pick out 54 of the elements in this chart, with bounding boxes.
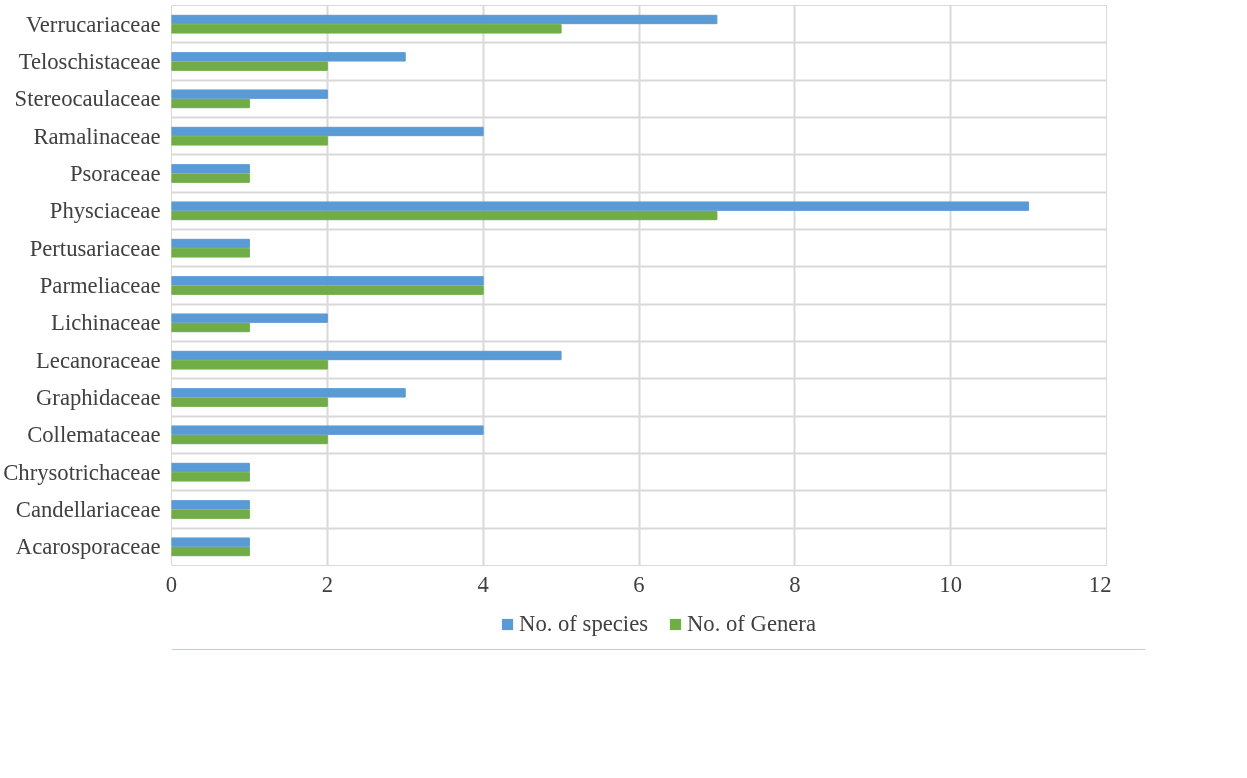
bar <box>171 173 250 183</box>
x-tick-label: 2 <box>321 571 333 597</box>
bar <box>171 52 406 62</box>
bar <box>171 276 484 286</box>
bar <box>171 164 250 174</box>
bar <box>171 238 250 249</box>
bar <box>171 285 484 295</box>
bar <box>171 546 250 557</box>
y-tick-label: Pertusariaceae <box>29 235 161 261</box>
x-tick-label: 0 <box>165 571 178 597</box>
bar <box>171 397 328 407</box>
bar <box>171 500 250 510</box>
y-tick-label: Physciaceae <box>49 198 161 224</box>
bar <box>171 425 484 435</box>
y-tick-label: Candellariaceae <box>15 497 161 522</box>
x-tick-label: 6 <box>633 571 645 597</box>
bar <box>171 14 718 25</box>
y-tick-label: Stereocaulaceae <box>14 86 161 112</box>
bar <box>171 98 250 109</box>
y-tick-label: Chrysotrichaceae <box>3 459 161 485</box>
bar <box>171 472 250 482</box>
x-tick-label: 10 <box>939 571 962 597</box>
bar <box>171 388 406 398</box>
y-tick-label: Psoraceae <box>69 161 161 186</box>
y-tick-label: Ramalinaceae <box>33 123 161 149</box>
y-tick-label: Collemataceae <box>27 422 161 448</box>
bar <box>171 434 328 445</box>
bar <box>171 126 484 137</box>
y-tick-label: Parmeliaceae <box>39 273 161 298</box>
bar <box>171 350 562 361</box>
y-tick-label: Lecanoraceae <box>36 347 161 373</box>
bar <box>171 89 328 99</box>
y-tick-label: Acarosporaceae <box>15 534 161 560</box>
x-tick-label: 8 <box>789 571 801 597</box>
bar <box>171 210 718 221</box>
bar <box>171 537 250 547</box>
y-tick-label: Verrucariaceae <box>25 11 161 37</box>
bar <box>171 136 328 146</box>
y-tick-label: Graphidaceae <box>35 385 161 410</box>
bar <box>171 322 250 333</box>
legend-label: No. of species <box>519 611 649 637</box>
bar <box>171 61 328 71</box>
bar <box>171 509 250 519</box>
bar <box>171 462 250 473</box>
bar <box>171 24 562 34</box>
bar <box>171 360 328 370</box>
legend-label: No. of Genera <box>687 611 816 637</box>
bar <box>171 248 250 258</box>
x-tick-label: 12 <box>1088 571 1112 597</box>
x-tick-label: 4 <box>477 571 489 597</box>
y-tick-label: Teloschistaceae <box>18 49 161 74</box>
bar <box>171 313 328 323</box>
y-tick-label: Lichinaceae <box>51 310 161 336</box>
bar <box>171 201 1030 211</box>
